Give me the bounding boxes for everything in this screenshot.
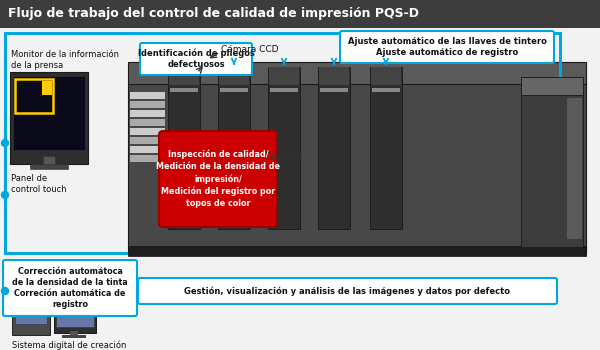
FancyBboxPatch shape	[130, 155, 165, 162]
Text: Flujo de trabajo del control de calidad de impresión PQS-D: Flujo de trabajo del control de calidad …	[8, 7, 419, 21]
FancyBboxPatch shape	[42, 81, 52, 95]
FancyBboxPatch shape	[169, 67, 199, 85]
FancyBboxPatch shape	[130, 137, 165, 144]
FancyBboxPatch shape	[168, 67, 200, 229]
Text: Monitor de la información
de la prensa: Monitor de la información de la prensa	[11, 50, 119, 70]
Text: Corrección automátoca
de la densidad de la tinta
Correción automática de
registr: Corrección automátoca de la densidad de …	[12, 267, 128, 309]
Text: Captura: Captura	[263, 152, 302, 162]
FancyBboxPatch shape	[130, 146, 165, 153]
FancyBboxPatch shape	[318, 67, 350, 229]
FancyBboxPatch shape	[270, 88, 298, 92]
Circle shape	[1, 191, 8, 198]
Polygon shape	[170, 67, 260, 224]
FancyBboxPatch shape	[521, 77, 583, 95]
FancyBboxPatch shape	[218, 67, 250, 229]
FancyBboxPatch shape	[128, 62, 586, 84]
FancyBboxPatch shape	[30, 164, 68, 169]
FancyBboxPatch shape	[10, 72, 88, 164]
FancyBboxPatch shape	[219, 67, 249, 85]
FancyBboxPatch shape	[320, 88, 348, 92]
FancyBboxPatch shape	[268, 67, 300, 229]
Text: Inspección de calidad/
Medición de la densidad de
impresión/
Medición del regist: Inspección de calidad/ Medición de la de…	[156, 150, 280, 208]
FancyBboxPatch shape	[70, 331, 78, 336]
FancyBboxPatch shape	[170, 88, 198, 92]
FancyBboxPatch shape	[15, 306, 47, 324]
FancyBboxPatch shape	[130, 128, 165, 135]
FancyBboxPatch shape	[12, 303, 50, 335]
FancyBboxPatch shape	[0, 28, 600, 350]
FancyBboxPatch shape	[128, 246, 586, 256]
Circle shape	[1, 140, 8, 147]
FancyBboxPatch shape	[130, 119, 165, 126]
FancyBboxPatch shape	[138, 278, 557, 304]
FancyBboxPatch shape	[56, 307, 94, 327]
FancyBboxPatch shape	[43, 156, 55, 166]
FancyBboxPatch shape	[54, 305, 96, 333]
FancyBboxPatch shape	[319, 67, 349, 85]
FancyBboxPatch shape	[269, 67, 299, 85]
FancyBboxPatch shape	[220, 88, 248, 92]
FancyBboxPatch shape	[62, 335, 86, 338]
FancyBboxPatch shape	[566, 97, 582, 239]
FancyBboxPatch shape	[370, 67, 402, 229]
Text: Gestión, visualización y análisis de las imágenes y datos por defecto: Gestión, visualización y análisis de las…	[185, 286, 511, 296]
FancyBboxPatch shape	[159, 131, 277, 227]
Text: Sistema digital de creación
de imágenes PQS-D: Sistema digital de creación de imágenes …	[12, 341, 127, 350]
Circle shape	[1, 287, 8, 294]
FancyBboxPatch shape	[140, 43, 252, 75]
FancyBboxPatch shape	[371, 67, 401, 85]
FancyBboxPatch shape	[372, 88, 400, 92]
FancyBboxPatch shape	[521, 77, 583, 247]
FancyBboxPatch shape	[128, 82, 586, 254]
Text: Identificación de pliegos
defectuosos: Identificación de pliegos defectuosos	[137, 49, 254, 69]
FancyBboxPatch shape	[13, 76, 85, 150]
FancyBboxPatch shape	[340, 31, 554, 63]
FancyBboxPatch shape	[0, 0, 600, 28]
Text: Ajuste automático de las llaves de tintero
Ajuste automático de registro: Ajuste automático de las llaves de tinte…	[347, 37, 547, 57]
Text: Cámara CCD: Cámara CCD	[221, 46, 278, 55]
FancyBboxPatch shape	[130, 110, 165, 117]
Text: Panel de
control touch: Panel de control touch	[11, 174, 67, 194]
FancyBboxPatch shape	[3, 260, 137, 316]
FancyBboxPatch shape	[193, 54, 221, 70]
FancyBboxPatch shape	[130, 92, 165, 99]
FancyBboxPatch shape	[130, 101, 165, 108]
